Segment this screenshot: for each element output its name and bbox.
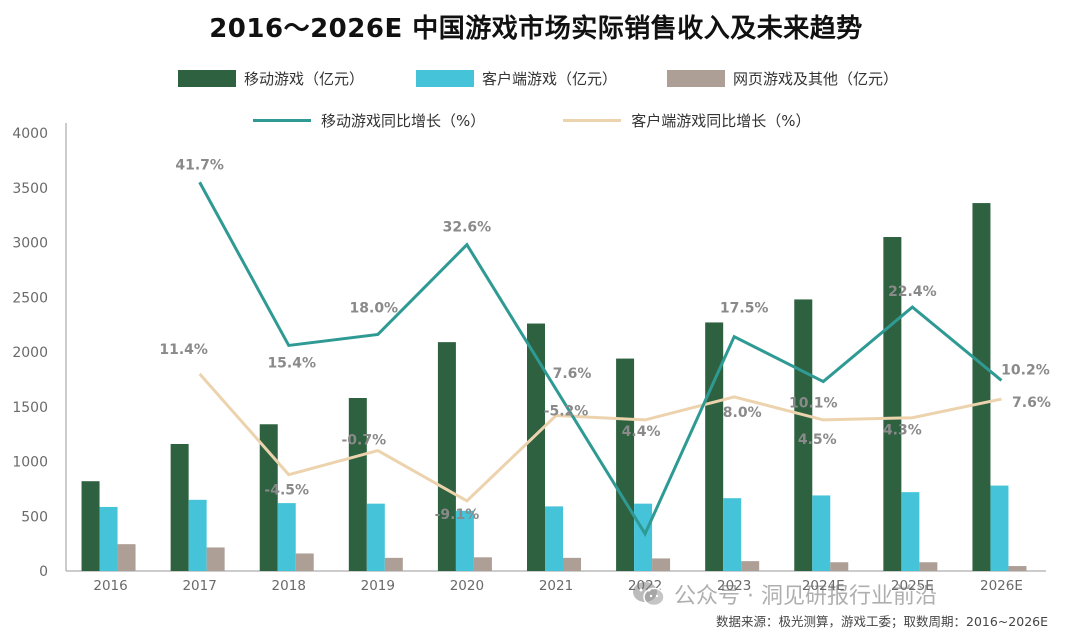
- legend-item-web: 网页游戏及其他（亿元）: [667, 68, 898, 89]
- data-label-client-growth: -9.1%: [435, 507, 480, 523]
- x-tick-label: 2024E: [802, 578, 845, 594]
- bar-web: [652, 558, 671, 571]
- y-tick-label: 2500: [12, 290, 48, 306]
- legend-swatch-client-growth: [563, 119, 622, 122]
- y-tick-label: 0: [39, 564, 48, 580]
- bar-mobile: [972, 203, 991, 571]
- bar-mobile: [348, 397, 367, 571]
- data-label-mobile-growth: 17.5%: [720, 301, 769, 317]
- bar-client: [99, 506, 118, 571]
- y-tick-label: 3500: [12, 181, 48, 197]
- data-label-client-growth: 4.4%: [622, 424, 661, 440]
- bar-web: [919, 562, 938, 571]
- x-tick-label: 2017: [182, 578, 216, 594]
- legend-label-mobile-growth: 移动游戏同比增长（%）: [321, 112, 486, 130]
- bar-web: [1008, 566, 1027, 571]
- data-label-client-growth: -0.7%: [341, 433, 386, 449]
- bar-web: [206, 547, 225, 571]
- bar-client: [188, 499, 207, 571]
- bar-client: [901, 492, 920, 571]
- bar-client: [990, 485, 1009, 571]
- bar-client: [723, 498, 742, 571]
- bar-mobile: [259, 424, 278, 571]
- data-label-mobile-growth: 7.6%: [553, 366, 592, 382]
- bar-mobile: [794, 299, 813, 571]
- chart-title: 2016～2026E 中国游戏市场实际销售收入及未来趋势: [209, 14, 863, 44]
- bar-web: [295, 553, 314, 571]
- x-tick-label: 2023: [717, 578, 751, 594]
- x-tick-label: 2016: [93, 578, 127, 594]
- x-tick-label: 2025E: [891, 578, 934, 594]
- legend-swatch-client: [416, 70, 475, 87]
- legend-label-client-growth: 客户端游戏同比增长（%）: [631, 112, 811, 130]
- line-client-growth: [198, 372, 1002, 503]
- bar-mobile: [437, 342, 456, 571]
- y-tick-label: 3000: [12, 236, 48, 252]
- watermark: 公众号 · 洞见研报行业前沿: [632, 578, 937, 610]
- x-tick-label: 2018: [272, 578, 306, 594]
- data-label-mobile-growth: 15.4%: [267, 355, 316, 371]
- y-tick-label: 1500: [12, 400, 48, 416]
- bar-client: [277, 503, 296, 571]
- x-tick-label: 2019: [361, 578, 395, 594]
- legend-item-client: 客户端游戏（亿元）: [416, 68, 617, 89]
- bar-web: [384, 557, 403, 571]
- data-label-client-growth: 11.4%: [159, 342, 208, 358]
- legend-item-client-growth: 客户端游戏同比增长（%）: [563, 110, 811, 131]
- legend-label-web: 网页游戏及其他（亿元）: [733, 70, 899, 88]
- data-label-mobile-growth: 10.2%: [1001, 362, 1050, 378]
- legend-swatch-web: [667, 70, 726, 87]
- bar-web: [563, 557, 581, 571]
- bar-web: [117, 544, 136, 571]
- legend-item-mobile-growth: 移动游戏同比增长（%）: [253, 110, 485, 131]
- bar-mobile: [81, 481, 100, 571]
- y-tick-label: 4000: [12, 126, 48, 142]
- y-tick-label: 1000: [12, 455, 48, 471]
- data-label-mobile-growth: 18.0%: [350, 300, 399, 316]
- bar-mobile: [170, 443, 189, 571]
- data-label-client-growth: -5.2%: [544, 404, 589, 420]
- x-tick-label: 2021: [539, 578, 573, 594]
- data-label-mobile-growth: 32.6%: [443, 220, 492, 236]
- bar-client: [455, 510, 474, 571]
- legend-label-client: 客户端游戏（亿元）: [482, 70, 618, 88]
- bar-mobile: [616, 358, 635, 571]
- legend-bars: 移动游戏（亿元） 客户端游戏（亿元） 网页游戏及其他（亿元）: [178, 68, 898, 89]
- data-label-client-growth: 8.0%: [723, 405, 762, 421]
- legend-label-mobile: 移动游戏（亿元）: [244, 70, 365, 88]
- bar-client: [634, 503, 653, 571]
- x-tick-label: 2026E: [980, 578, 1023, 594]
- bar-web: [473, 557, 492, 571]
- data-label-client-growth: 7.6%: [1012, 395, 1051, 411]
- watermark-text: 公众号 · 洞见研报行业前沿: [674, 584, 937, 609]
- legend-swatch-mobile-growth: [253, 119, 311, 122]
- bar-client: [812, 495, 831, 571]
- data-label-mobile-growth: 22.4%: [888, 284, 937, 300]
- data-label-mobile-growth: 41.7%: [175, 157, 224, 173]
- data-label-client-growth: 4.5%: [798, 432, 837, 448]
- bar-client: [545, 506, 563, 571]
- legend-swatch-mobile: [178, 70, 236, 87]
- legend-lines: 移动游戏同比增长（%） 客户端游戏同比增长（%）: [253, 110, 811, 131]
- bar-web: [741, 561, 760, 571]
- bar-web: [830, 562, 849, 571]
- bar-mobile: [527, 323, 545, 571]
- x-tick-label: 2020: [450, 578, 484, 594]
- data-label-mobile-growth: 10.1%: [789, 396, 838, 412]
- data-label-client-growth: -4.5%: [264, 483, 309, 499]
- bar-client: [366, 503, 385, 571]
- legend-item-mobile: 移动游戏（亿元）: [178, 68, 364, 89]
- wechat-icon: [632, 581, 666, 607]
- line-mobile-growth: [198, 181, 1003, 537]
- y-tick-label: 500: [21, 509, 48, 525]
- data-label-client-growth: 4.3%: [883, 423, 922, 439]
- bar-mobile: [705, 322, 724, 571]
- y-tick-label: 2000: [12, 345, 48, 361]
- source-note: 数据来源：极光测算，游戏工委；取数周期：2016~2026E: [716, 614, 1048, 629]
